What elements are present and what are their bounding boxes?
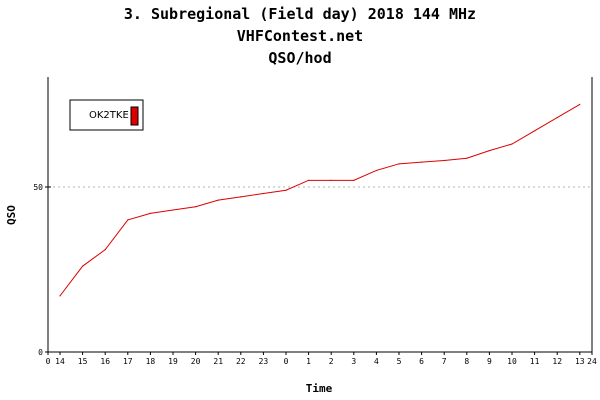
data-point bbox=[82, 265, 84, 267]
data-point bbox=[127, 219, 129, 221]
series-line bbox=[59, 103, 581, 297]
x-tick-label: 11 bbox=[530, 357, 540, 366]
x-tick-label: 12 bbox=[552, 357, 562, 366]
x-tick-label: 4 bbox=[374, 357, 379, 366]
data-point bbox=[59, 295, 61, 297]
x-tick-label: 17 bbox=[123, 357, 133, 366]
data-point bbox=[217, 199, 219, 201]
data-point bbox=[149, 212, 151, 214]
y-tick-label-50: 50 bbox=[33, 183, 43, 192]
data-point bbox=[534, 130, 536, 132]
data-point bbox=[195, 206, 197, 208]
x-tick-label: 24 bbox=[587, 357, 597, 366]
x-tick-label: 2 bbox=[329, 357, 334, 366]
y-axis-label: QSO bbox=[5, 205, 18, 225]
chart-title: 3. Subregional (Field day) 2018 144 MHz bbox=[124, 5, 476, 23]
data-point bbox=[353, 179, 355, 181]
data-point bbox=[443, 159, 445, 162]
x-tick-label: 21 bbox=[213, 357, 223, 366]
data-point bbox=[579, 103, 581, 106]
data-point bbox=[240, 196, 242, 198]
legend-swatch bbox=[130, 106, 139, 126]
data-point bbox=[466, 157, 468, 159]
x-tick-label: 15 bbox=[78, 357, 88, 366]
x-tick-label: 14 bbox=[55, 357, 65, 366]
x-tick-label: 23 bbox=[259, 357, 269, 366]
data-point bbox=[398, 163, 400, 165]
chart-subtitle: VHFContest.net bbox=[237, 27, 363, 45]
data-point bbox=[511, 143, 513, 145]
x-axis-label: Time bbox=[306, 382, 333, 395]
x-tick-label: 6 bbox=[419, 357, 424, 366]
series-group bbox=[59, 103, 581, 297]
x-tick-label: 10 bbox=[507, 357, 517, 366]
x-tick-label: 18 bbox=[146, 357, 156, 366]
x-tick-label: 20 bbox=[191, 357, 201, 366]
x-tick-label: 9 bbox=[487, 357, 492, 366]
data-point bbox=[488, 150, 490, 152]
legend: OK2TKE bbox=[69, 99, 144, 131]
x-tick-label: 13 bbox=[575, 357, 585, 366]
legend-label: OK2TKE bbox=[89, 110, 129, 121]
data-point bbox=[375, 169, 377, 172]
x-tick-label: 0 bbox=[284, 357, 289, 366]
x-tick-label: 22 bbox=[236, 357, 246, 366]
data-point bbox=[330, 179, 332, 181]
data-point bbox=[262, 192, 264, 195]
data-point bbox=[285, 189, 287, 191]
data-point bbox=[421, 161, 423, 163]
data-point bbox=[556, 117, 558, 119]
x-tick-label: 0 bbox=[46, 357, 51, 366]
x-tick-label: 1 bbox=[306, 357, 311, 366]
y-tick-label-0: 0 bbox=[38, 348, 43, 357]
data-point bbox=[104, 249, 106, 251]
x-tick-label: 7 bbox=[442, 357, 447, 366]
data-point bbox=[308, 179, 310, 181]
chart-unit-subtitle: QSO/hod bbox=[268, 49, 331, 67]
x-tick-label: 3 bbox=[351, 357, 356, 366]
x-tick-label: 16 bbox=[100, 357, 110, 366]
x-tick-label: 19 bbox=[168, 357, 178, 366]
data-point bbox=[172, 209, 174, 211]
x-tick-label: 8 bbox=[464, 357, 469, 366]
x-ticks-group: 0 14 15 16 17 18 19 20 21 22 23 0 1 2 3 4 5 6 7 8 9 10 11 12 13 2… bbox=[46, 352, 597, 366]
x-tick-label: 5 bbox=[397, 357, 402, 366]
